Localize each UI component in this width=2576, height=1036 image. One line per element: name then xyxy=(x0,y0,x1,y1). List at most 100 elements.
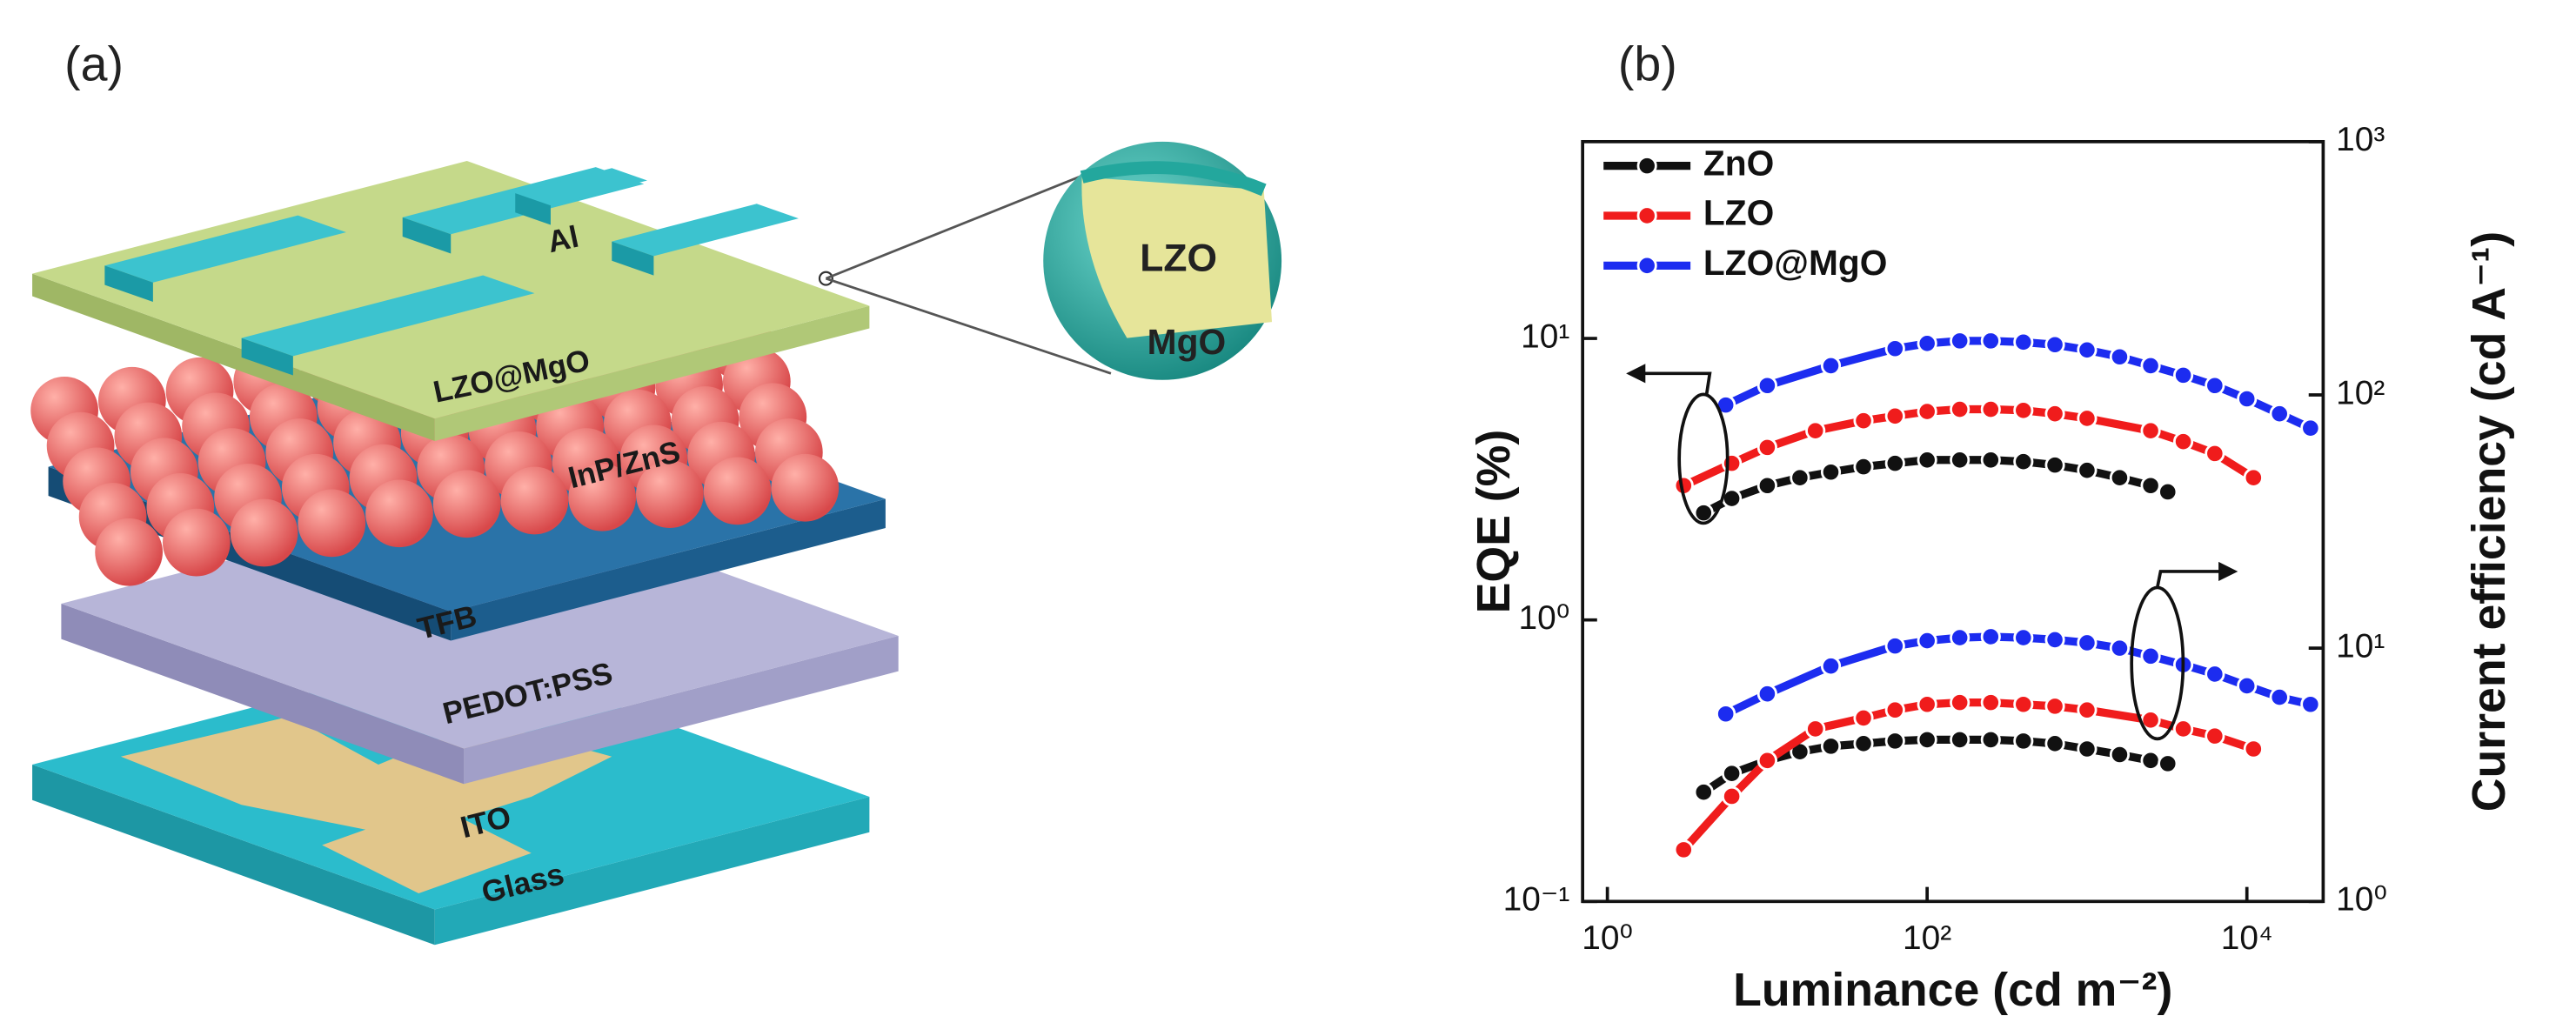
arrow-head xyxy=(1626,364,1646,384)
legend-marker xyxy=(1636,255,1657,276)
data-point xyxy=(2109,346,2131,367)
data-point xyxy=(1980,729,2001,750)
data-point xyxy=(1820,656,1842,677)
annotation-arrow xyxy=(1638,371,1712,395)
qd-sphere xyxy=(771,453,840,522)
qd-sphere xyxy=(95,518,163,586)
data-point xyxy=(1693,782,1714,803)
y2-tick-label: 10⁰ xyxy=(2336,881,2387,919)
data-point xyxy=(1980,331,2001,351)
data-point xyxy=(2013,694,2034,715)
layer-side xyxy=(32,273,435,442)
data-point xyxy=(1790,467,1810,488)
y2-tick-label: 10³ xyxy=(2336,121,2385,158)
data-point xyxy=(2140,750,2161,771)
electrode xyxy=(515,168,647,206)
data-point xyxy=(1950,450,1970,471)
qd-sphere xyxy=(703,457,772,525)
data-point xyxy=(1820,462,1842,483)
electrode-side xyxy=(241,338,293,376)
zoom-line xyxy=(825,277,1112,375)
data-point xyxy=(1950,729,1970,750)
qd-sphere xyxy=(432,470,501,538)
qd-sphere xyxy=(230,498,298,567)
data-point xyxy=(2140,475,2161,496)
data-point xyxy=(1917,729,1937,750)
qd-sphere xyxy=(500,466,569,535)
data-point xyxy=(1756,750,1777,771)
layer-side xyxy=(61,603,465,785)
data-point xyxy=(2077,339,2098,360)
qd-sphere xyxy=(298,489,366,558)
data-point xyxy=(2173,364,2194,385)
x-tick-label: 10⁰ xyxy=(1582,919,1633,957)
data-point xyxy=(1980,692,2001,713)
data-point xyxy=(2237,675,2258,697)
electrode-side xyxy=(515,193,551,225)
inset-label: MgO xyxy=(1147,322,1226,362)
layer-side xyxy=(32,765,435,946)
data-point xyxy=(1716,704,1736,725)
legend-marker xyxy=(1636,205,1657,226)
data-point xyxy=(1980,398,2001,420)
zoom-line xyxy=(825,159,1120,280)
data-point xyxy=(1853,411,1874,431)
x-tick-label: 10⁴ xyxy=(2221,919,2273,957)
data-point xyxy=(2269,687,2290,708)
data-point xyxy=(1917,333,1937,354)
data-point xyxy=(1950,331,1970,351)
data-point xyxy=(2173,431,2194,452)
data-point xyxy=(2140,355,2161,376)
data-point xyxy=(2013,451,2034,472)
data-point xyxy=(2044,334,2065,355)
data-point xyxy=(2013,331,2034,352)
electrode-side xyxy=(402,217,452,254)
data-point xyxy=(2044,404,2065,424)
data-point xyxy=(2044,696,2065,717)
data-point xyxy=(1853,733,1874,754)
layer-side xyxy=(434,305,870,442)
data-point xyxy=(2013,731,2034,752)
layer-side xyxy=(451,498,886,641)
data-point xyxy=(1756,475,1777,496)
data-point xyxy=(2109,467,2131,488)
panel-label: (a) xyxy=(64,37,124,90)
data-point xyxy=(1884,453,1905,474)
layer-label: Al xyxy=(545,220,581,259)
data-point xyxy=(2140,645,2161,666)
arrow-head xyxy=(2218,561,2238,582)
data-point xyxy=(2300,694,2321,715)
data-point xyxy=(1950,398,1970,420)
data-point xyxy=(1756,684,1777,705)
data-point xyxy=(1917,694,1937,715)
annotation-ellipse xyxy=(1677,392,1730,525)
qd-sphere xyxy=(636,460,704,528)
data-point xyxy=(1756,375,1777,396)
inset-label: LZO xyxy=(1140,237,1217,280)
plot-frame xyxy=(1581,139,2325,904)
data-point xyxy=(1805,420,1826,441)
data-point xyxy=(2158,753,2178,774)
data-point xyxy=(2205,664,2225,685)
data-point xyxy=(2109,638,2131,658)
annotation-arrow xyxy=(2155,570,2222,588)
data-point xyxy=(2243,467,2264,488)
data-point xyxy=(2205,443,2225,464)
data-point xyxy=(2237,388,2258,410)
data-point xyxy=(1884,636,1905,657)
data-point xyxy=(2173,719,2194,739)
data-point xyxy=(1980,626,2001,647)
data-point xyxy=(1917,631,1937,652)
data-point xyxy=(1950,692,1970,713)
data-point xyxy=(1917,450,1937,471)
legend-marker xyxy=(1636,156,1657,177)
qd-sphere xyxy=(365,479,433,548)
legend-label: LZO xyxy=(1703,193,1774,233)
layer-side xyxy=(434,797,870,946)
y-tick-label: 10⁰ xyxy=(1519,599,1570,637)
data-point xyxy=(2109,744,2131,765)
data-point xyxy=(1884,338,1905,359)
data-point xyxy=(1917,401,1937,422)
data-point xyxy=(1722,763,1743,784)
